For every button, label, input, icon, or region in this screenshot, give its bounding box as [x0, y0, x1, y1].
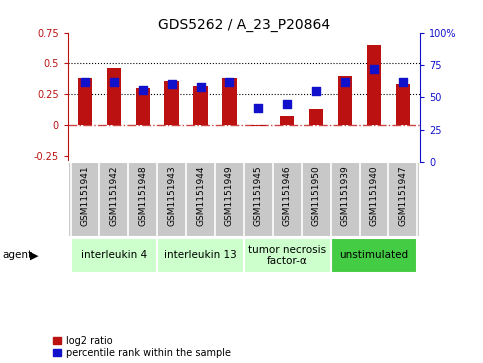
Text: GSM1151944: GSM1151944 — [196, 166, 205, 226]
Bar — [164, 81, 179, 125]
Text: unstimulated: unstimulated — [340, 250, 409, 260]
Text: GSM1151948: GSM1151948 — [138, 166, 147, 226]
Text: ▶: ▶ — [30, 250, 39, 260]
Bar — [107, 68, 121, 125]
Point — [399, 79, 407, 85]
Bar — [222, 78, 237, 125]
Point — [370, 66, 378, 72]
Bar — [309, 109, 324, 125]
Title: GDS5262 / A_23_P20864: GDS5262 / A_23_P20864 — [158, 18, 330, 32]
Text: tumor necrosis
factor-α: tumor necrosis factor-α — [248, 245, 327, 266]
Bar — [396, 84, 410, 125]
Point — [255, 105, 262, 110]
Text: GSM1151950: GSM1151950 — [312, 166, 321, 227]
Text: GSM1151946: GSM1151946 — [283, 166, 292, 226]
Text: GSM1151943: GSM1151943 — [167, 166, 176, 226]
Bar — [280, 116, 295, 125]
Point — [168, 81, 175, 87]
Point — [139, 87, 147, 93]
Text: GSM1151945: GSM1151945 — [254, 166, 263, 226]
Point — [197, 84, 204, 90]
Bar — [251, 125, 266, 126]
Point — [110, 79, 118, 85]
Legend: log2 ratio, percentile rank within the sample: log2 ratio, percentile rank within the s… — [53, 336, 231, 358]
Point — [341, 79, 349, 85]
Text: GSM1151939: GSM1151939 — [341, 166, 350, 227]
Bar — [78, 78, 92, 125]
Text: agent: agent — [2, 250, 32, 260]
FancyBboxPatch shape — [244, 238, 331, 273]
Bar — [136, 88, 150, 125]
Text: interleukin 13: interleukin 13 — [164, 250, 237, 260]
Text: GSM1151949: GSM1151949 — [225, 166, 234, 226]
Text: GSM1151942: GSM1151942 — [109, 166, 118, 226]
Point — [81, 79, 89, 85]
Text: interleukin 4: interleukin 4 — [81, 250, 147, 260]
Point — [226, 79, 233, 85]
Text: GSM1151940: GSM1151940 — [369, 166, 379, 226]
FancyBboxPatch shape — [157, 238, 244, 273]
Text: GSM1151941: GSM1151941 — [81, 166, 89, 226]
Text: GSM1151947: GSM1151947 — [398, 166, 407, 226]
Bar — [338, 76, 352, 125]
FancyBboxPatch shape — [331, 238, 417, 273]
Bar — [367, 45, 381, 125]
Point — [284, 101, 291, 107]
Point — [313, 88, 320, 94]
FancyBboxPatch shape — [71, 238, 157, 273]
Bar — [193, 86, 208, 125]
